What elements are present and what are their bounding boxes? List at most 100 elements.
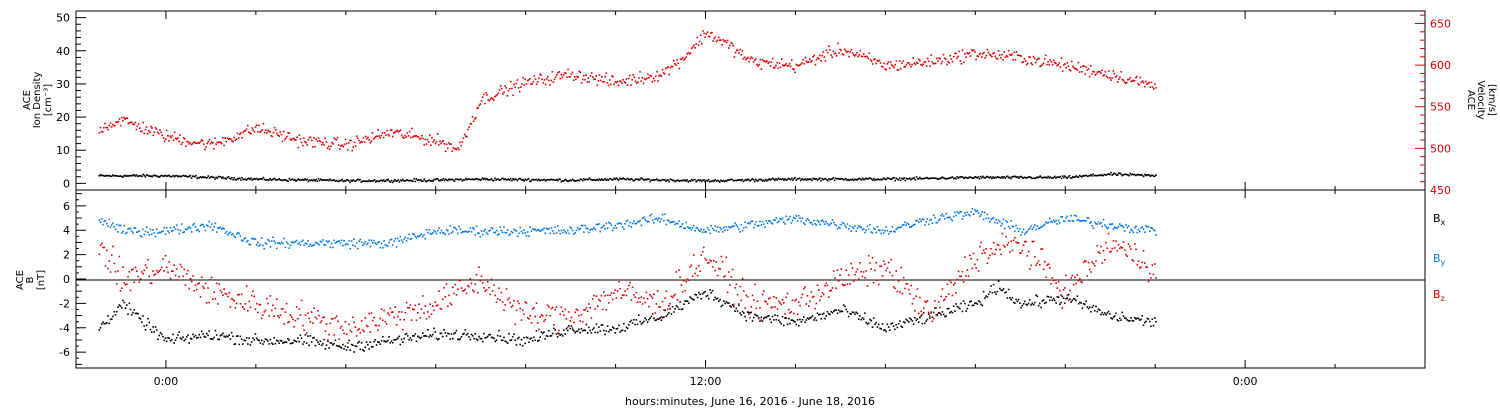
bx-point (1099, 309, 1101, 311)
bz-point (303, 329, 305, 331)
bx-point (405, 332, 408, 335)
by-point (674, 223, 676, 226)
density-point (832, 177, 835, 179)
velocity-point (539, 73, 541, 75)
density-point (258, 178, 260, 180)
velocity-point (740, 54, 742, 56)
bx-point (1034, 301, 1036, 304)
bx-point (1059, 303, 1061, 306)
bx-point (678, 308, 680, 310)
velocity-point (867, 57, 869, 60)
density-point (771, 177, 774, 180)
density-point (561, 180, 564, 182)
bz-point (302, 324, 304, 327)
bz-point (367, 325, 369, 328)
density-point (186, 175, 188, 178)
bx-point (976, 303, 979, 305)
bz-point (800, 296, 803, 299)
bz-point (808, 305, 810, 307)
by-point (740, 223, 743, 226)
density-point (192, 175, 195, 178)
density-point (496, 178, 498, 180)
density-point (903, 177, 905, 179)
by-point (701, 231, 704, 234)
bx-point (157, 338, 159, 341)
bz-point (986, 262, 989, 264)
density-point (530, 180, 532, 182)
bz-point (297, 318, 299, 320)
by-point (1084, 220, 1086, 222)
density-point (372, 179, 375, 182)
by-point (820, 220, 822, 222)
by-point (726, 229, 729, 231)
density-point (979, 175, 982, 178)
density-point (813, 178, 816, 180)
bx-point (936, 313, 939, 316)
bz-point (174, 274, 177, 277)
bx-point (394, 339, 397, 341)
density-point (916, 177, 919, 180)
bz-point (132, 268, 134, 270)
by-point (348, 240, 350, 242)
velocity-point (316, 140, 319, 142)
velocity-point (1086, 69, 1089, 71)
density-point (1113, 172, 1116, 174)
density-point (1013, 175, 1016, 177)
bx-point (1054, 299, 1056, 302)
by-point (244, 237, 247, 239)
bx-point (779, 321, 781, 323)
bz-point (1035, 264, 1037, 267)
bx-point (931, 316, 934, 318)
by-point (784, 223, 786, 225)
density-point (1136, 174, 1138, 176)
velocity-point (532, 81, 534, 83)
bz-point (129, 289, 132, 292)
density-point (271, 178, 274, 181)
by-point (278, 242, 280, 244)
by-point (342, 244, 344, 247)
velocity-point (315, 138, 317, 140)
bz-point (916, 288, 919, 290)
density-point (742, 180, 745, 183)
velocity-point (293, 137, 295, 140)
bx-point (293, 339, 295, 342)
bx-point (624, 330, 626, 332)
density-point (773, 178, 775, 180)
velocity-point (1096, 71, 1099, 73)
bz-point (518, 302, 520, 305)
velocity-point (518, 90, 521, 93)
bx-point (880, 328, 882, 330)
velocity-point (598, 74, 601, 76)
bz-point (238, 293, 240, 296)
bx-point (180, 338, 183, 340)
density-point (601, 178, 603, 180)
by-point (128, 227, 131, 230)
velocity-point (1139, 76, 1142, 79)
by-point (1036, 225, 1039, 227)
by-point (1069, 220, 1071, 222)
density-point (307, 180, 310, 183)
bz-point (890, 258, 892, 261)
bz-point (859, 262, 861, 264)
bx-point (1030, 304, 1032, 306)
velocity-point (1014, 58, 1017, 61)
density-point (994, 176, 996, 179)
bz-point (108, 260, 111, 262)
bz-point (343, 332, 345, 335)
density-point (284, 179, 286, 181)
by-point (349, 247, 352, 250)
velocity-point (616, 80, 619, 83)
bx-point (872, 317, 875, 319)
density-point (1039, 175, 1041, 177)
bz-point (638, 297, 640, 299)
bz-point (1057, 281, 1060, 283)
bx-point (457, 338, 459, 341)
density-point (532, 178, 534, 181)
bx-point (736, 310, 739, 312)
bx-point (1020, 306, 1022, 309)
by-point (895, 228, 897, 231)
by-point (142, 228, 144, 231)
velocity-point (198, 142, 201, 144)
velocity-point (838, 52, 840, 54)
velocity-point (793, 68, 795, 71)
